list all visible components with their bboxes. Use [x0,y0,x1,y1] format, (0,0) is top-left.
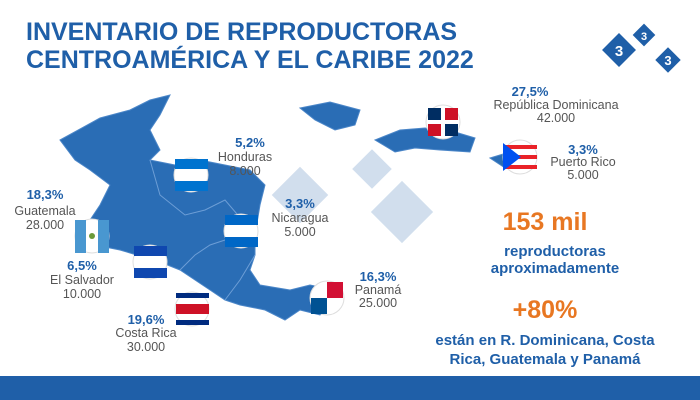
country-share: 16,3% [360,269,397,284]
country-share: 27,5% [512,84,549,99]
country-name: Honduras [218,150,272,164]
country-count: 25.000 [359,296,397,310]
country-name: Panamá [355,283,402,297]
country-count: 28.000 [26,218,64,232]
country-share: 5,2% [235,135,265,150]
country-count: 5.000 [567,168,598,182]
flag-dominican-republic [425,104,461,140]
summary-text: reproductoras [504,243,606,260]
title-line: CENTROAMÉRICA Y EL CARIBE 2022 [26,45,474,74]
summary-share: +80% [513,296,578,324]
summary-text: aproximadamente [491,260,619,277]
country-share: 3,3% [568,142,598,157]
country-labels: 27,5% República Dominicana 42.000 3,3% P… [14,84,618,354]
country-name: El Salvador [50,273,114,287]
country-count: 5.000 [284,225,315,239]
summary-text: Rica, Guatemala y Panamá [450,351,642,368]
country-share: 19,6% [128,312,165,327]
logo-digit: 3 [615,43,623,60]
country-share: 6,5% [67,258,97,273]
country-name: Nicaragua [272,211,329,225]
flag-el-salvador [132,244,168,280]
flag-guatemala [74,218,110,254]
logo-digit: 3 [641,31,647,43]
flag-puerto-rico [502,139,538,175]
country-count: 42.000 [537,111,575,125]
country-name: República Dominicana [493,98,618,112]
country-count: 30.000 [127,340,165,354]
summary: 153 mil reproductoras aproximadamente +8… [435,208,655,368]
flags [74,104,538,327]
country-share: 3,3% [285,196,315,211]
country-name: Guatemala [14,204,75,218]
summary-total: 153 mil [503,208,588,236]
country-count: 10.000 [63,287,101,301]
flag-costa-rica [174,291,210,327]
footer-band [0,376,700,400]
logo-digit: 3 [664,53,671,68]
country-share: 18,3% [27,187,64,202]
title-line: INVENTARIO DE REPRODUCTORAS [26,18,457,46]
flag-panama [309,280,345,316]
summary-text: están en R. Dominicana, Costa [435,332,655,349]
flag-honduras [173,157,209,193]
country-name: Costa Rica [115,326,176,340]
country-count: 8.000 [229,164,260,178]
flag-nicaragua [223,213,259,249]
country-name: Puerto Rico [550,155,615,169]
